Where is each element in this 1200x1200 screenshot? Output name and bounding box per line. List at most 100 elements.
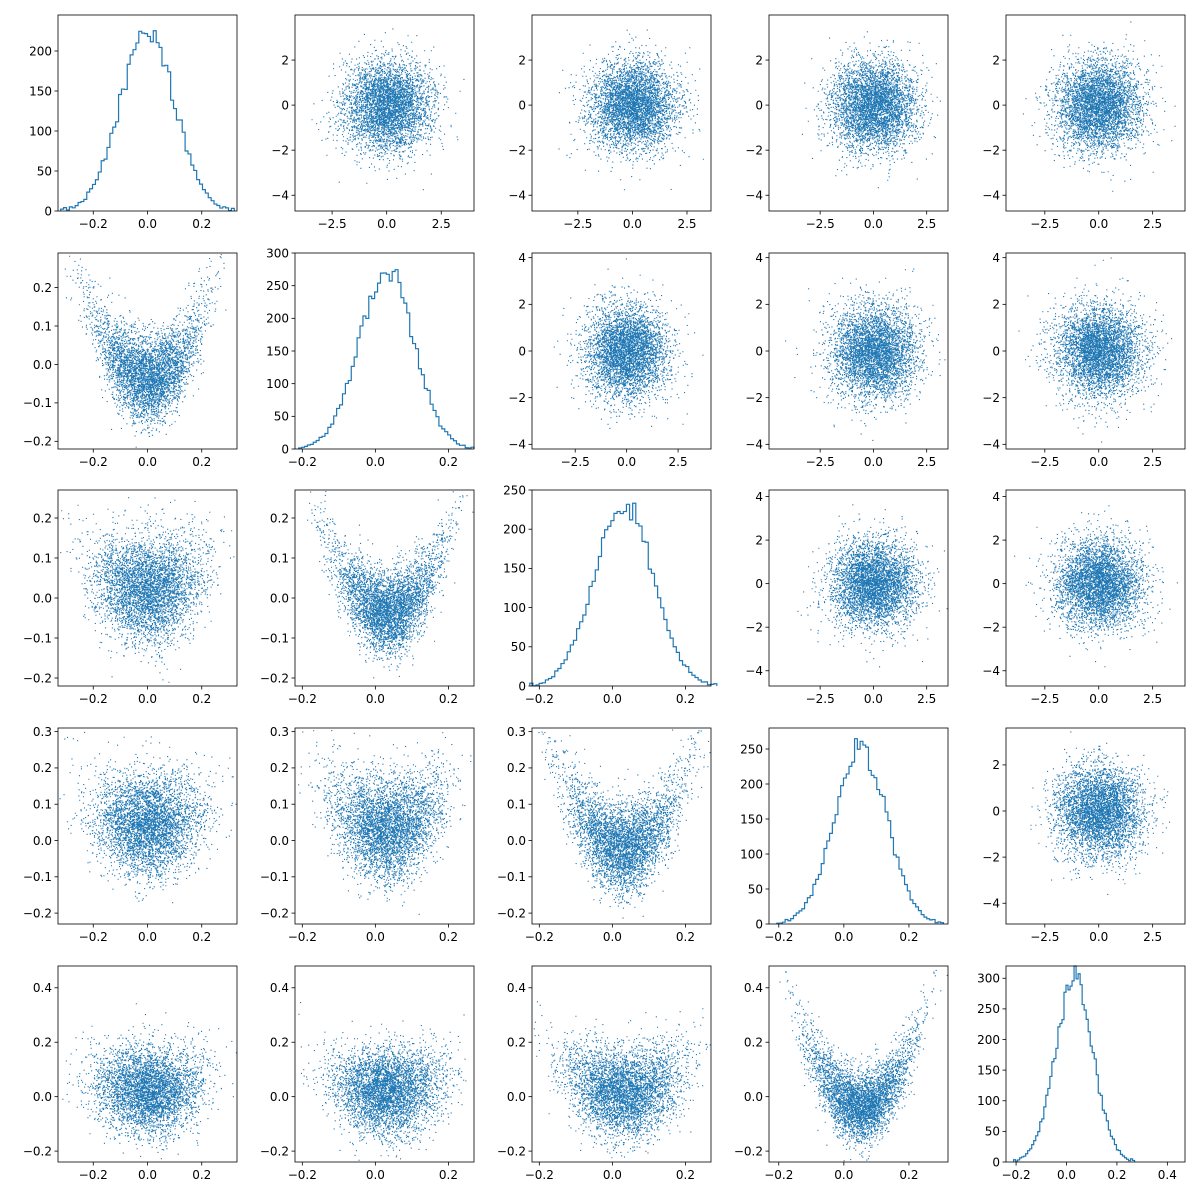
- y-tick-label: 0.0: [33, 1090, 52, 1104]
- y-tick-label: 0.2: [33, 1036, 52, 1050]
- panel-r4-c1: −0.2 0.0 0.2 −0.2 0.0 0.2 0.4: [260, 965, 475, 1182]
- x-tick-label: 0.2: [192, 1168, 211, 1182]
- y-tick-label: 0.0: [507, 1090, 526, 1104]
- panel-r0-c0: −0.2 0.0 0.2 0 50 100 150 200: [29, 14, 238, 231]
- panel-r3-c2: −0.2 0.0 0.2 −0.2 −0.1 0.0 0.1 0.2 0.3: [497, 725, 712, 944]
- y-tick-label: 0.2: [270, 761, 289, 775]
- y-tick-label: 2: [755, 53, 763, 67]
- panel-r1-c1: −0.2 0.0 0.2 0 50 100 150 200 250 300: [266, 246, 475, 469]
- x-tick-label: 0.2: [676, 930, 695, 944]
- y-tick-label: 2: [992, 758, 1000, 772]
- y-tick-label: 0: [992, 344, 1000, 358]
- histogram-step-line: [529, 502, 718, 687]
- y-tick-label: 100: [29, 124, 52, 138]
- y-tick-label: 0: [518, 679, 526, 693]
- x-tick-label: 0.2: [439, 1168, 458, 1182]
- y-tick-label: −2: [982, 621, 1000, 635]
- panel-r4-c0: −0.2 0.0 0.2 −0.2 0.0 0.2 0.4: [23, 965, 238, 1182]
- axes-frame: [1005, 489, 1186, 687]
- panel-r3-c0: −0.2 0.0 0.2 −0.2 −0.1 0.0 0.1 0.2 0.3: [23, 725, 238, 944]
- y-tick-label: 0: [281, 442, 289, 456]
- y-tick-label: 0.1: [507, 798, 526, 812]
- y-tick-label: 150: [29, 84, 52, 98]
- x-tick-label: 0.0: [366, 1168, 385, 1182]
- x-tick-label: 0.2: [192, 455, 211, 469]
- x-tick-label: −0.2: [79, 692, 108, 706]
- y-tick-label: −0.1: [260, 631, 289, 645]
- y-tick-label: −2: [745, 621, 763, 635]
- y-tick-label: 0.3: [507, 725, 526, 739]
- x-tick-label: 0.2: [439, 455, 458, 469]
- scatter-points: [558, 29, 704, 191]
- x-tick-label: 0.2: [192, 930, 211, 944]
- y-tick-label: 0.4: [270, 981, 289, 995]
- axes-frame: [294, 14, 475, 212]
- y-tick-label: 0.2: [270, 511, 289, 525]
- panel-r2-c0: −0.2 0.0 0.2 −0.2 −0.1 0.0 0.1 0.2: [23, 489, 238, 706]
- y-tick-label: 100: [266, 377, 289, 391]
- y-tick-label: −4: [982, 438, 1000, 452]
- panel-r4-c3: −0.2 0.0 0.2 −0.2 0.0 0.2 0.4: [734, 965, 949, 1182]
- y-tick-label: 0: [44, 204, 52, 218]
- histogram-step-line: [60, 30, 235, 212]
- y-tick-label: −0.2: [23, 906, 52, 920]
- y-tick-label: 2: [518, 298, 526, 312]
- y-tick-label: 150: [740, 812, 763, 826]
- y-tick-label: −0.2: [23, 435, 52, 449]
- x-tick-label: 0.0: [834, 1168, 853, 1182]
- y-tick-label: 4: [992, 251, 1000, 265]
- y-tick-label: −0.1: [23, 396, 52, 410]
- y-tick-label: −0.2: [260, 906, 289, 920]
- y-tick-label: 250: [740, 742, 763, 756]
- panel-r1-c0: −0.2 0.0 0.2 −0.2 −0.1 0.0 0.1 0.2: [23, 252, 238, 469]
- x-tick-label: 0.0: [1089, 455, 1108, 469]
- x-tick-label: 0.4: [1158, 1168, 1177, 1182]
- x-tick-label: −0.2: [764, 930, 793, 944]
- x-tick-label: 0.0: [138, 217, 157, 231]
- y-tick-label: 4: [992, 490, 1000, 504]
- y-tick-label: −4: [745, 438, 763, 452]
- x-tick-label: 0.0: [1057, 1168, 1076, 1182]
- x-tick-label: −0.2: [79, 1168, 108, 1182]
- y-tick-label: −0.2: [260, 1144, 289, 1158]
- y-tick-label: 200: [740, 777, 763, 791]
- x-tick-label: 0.0: [834, 930, 853, 944]
- x-tick-label: −2.5: [1030, 692, 1059, 706]
- panel-r0-c1: −2.5 0.0 2.5 −4 −2 0 2: [271, 14, 475, 231]
- x-tick-label: 2.5: [677, 217, 696, 231]
- y-tick-label: 0.0: [33, 358, 52, 372]
- x-tick-label: −2.5: [563, 217, 592, 231]
- x-tick-label: 2.5: [1143, 217, 1162, 231]
- y-tick-label: 0.2: [507, 1036, 526, 1050]
- y-tick-label: 0.4: [744, 981, 763, 995]
- x-tick-label: 0.0: [366, 692, 385, 706]
- x-tick-label: 0.2: [676, 692, 695, 706]
- y-tick-label: 0.1: [270, 798, 289, 812]
- axes-frame: [294, 489, 475, 687]
- x-tick-label: 0.0: [617, 455, 636, 469]
- y-tick-label: 0.2: [33, 281, 52, 295]
- axes-frame: [531, 965, 712, 1163]
- y-tick-label: 2: [281, 53, 289, 67]
- x-tick-label: −0.2: [525, 930, 554, 944]
- y-tick-label: 100: [503, 601, 526, 615]
- y-tick-label: 50: [274, 410, 289, 424]
- y-tick-label: −4: [508, 189, 526, 203]
- x-tick-label: −2.5: [1030, 455, 1059, 469]
- y-tick-label: 0.0: [270, 591, 289, 605]
- panel-r1-c3: −2.5 0.0 2.5 −4 −2 0 2 4: [745, 251, 949, 469]
- y-tick-label: 0: [281, 98, 289, 112]
- x-tick-label: 0.0: [603, 692, 622, 706]
- y-tick-label: 0.0: [507, 834, 526, 848]
- y-tick-label: 150: [503, 562, 526, 576]
- y-tick-label: 0.1: [33, 798, 52, 812]
- axes-frame: [768, 14, 949, 212]
- y-tick-label: 4: [518, 251, 526, 265]
- x-tick-label: 2.5: [917, 692, 936, 706]
- y-tick-label: 0.1: [33, 551, 52, 565]
- axes-frame: [57, 965, 238, 1163]
- y-tick-label: 0.2: [33, 761, 52, 775]
- y-tick-label: 0: [992, 577, 1000, 591]
- x-tick-label: 0.2: [676, 1168, 695, 1182]
